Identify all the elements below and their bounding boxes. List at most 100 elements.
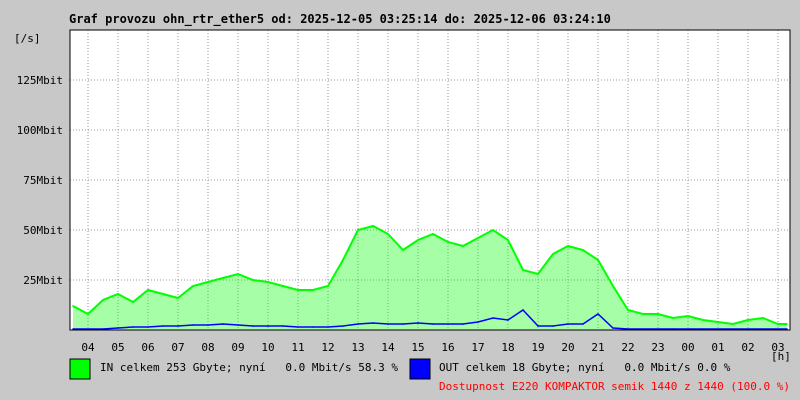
in-data-point [432,233,434,235]
grid-lines [70,30,790,330]
in-data-point [192,285,194,287]
out-data-point [672,328,674,330]
out-data-point [72,328,74,330]
out-data-point [342,325,344,327]
in-data-point [267,281,269,283]
out-data-point [702,328,704,330]
in-data-point [132,301,134,303]
plot-border [69,29,791,331]
x-tick-label: 08 [201,341,214,354]
x-tick-label: 10 [261,341,274,354]
out-data-point [687,328,689,330]
in-data-point [552,253,554,255]
out-data-point [387,323,389,325]
out-data-point [417,322,419,324]
in-data-point [747,319,749,321]
out-data-point [552,325,554,327]
in-data-point [582,249,584,251]
out-data-point [567,323,569,325]
in-data-point [717,321,719,323]
out-data-point [762,328,764,330]
in-data-point [252,279,254,281]
out-data-point [132,326,134,328]
in-data-point [657,313,659,315]
x-tick-label: 04 [81,341,95,354]
in-data-point [627,309,629,311]
in-data-point [672,317,674,319]
out-data-point [312,326,314,328]
out-data-point [732,328,734,330]
in-data-point [162,293,164,295]
in-data-point [507,239,509,241]
out-data-point [612,327,614,329]
out-data-point [252,325,254,327]
out-data-point [522,309,524,311]
x-tick-label: 19 [531,341,544,354]
out-data-point [462,323,464,325]
x-tick-label: 06 [141,341,154,354]
out-data-point [87,328,89,330]
out-data-point [627,328,629,330]
y-tick-label: 75Mbit [23,174,63,187]
in-data-point [147,289,149,291]
out-data-point [642,328,644,330]
out-data-point [117,327,119,329]
out-data-point [237,324,239,326]
out-data-point [102,328,104,330]
in-legend-swatch [69,358,91,380]
in-data-point [372,225,374,227]
x-tick-label: 16 [441,341,454,354]
in-data-point [612,285,614,287]
in-data-point [222,277,224,279]
out-data-point [267,325,269,327]
in-data-point [87,313,89,315]
x-tick-label: 18 [501,341,514,354]
x-tick-label: 05 [111,341,124,354]
in-data-point [282,285,284,287]
y-tick-label: 50Mbit [23,224,63,237]
in-legend-text: IN celkem 253 Gbyte; nyní 0.0 Mbit/s 58.… [100,361,398,374]
in-data-point [567,245,569,247]
x-tick-label: 02 [741,341,754,354]
in-data-point [102,299,104,301]
x-axis-unit-label: [h] [771,350,791,363]
in-data-point [237,273,239,275]
in-data-point [297,289,299,291]
in-data-point [417,239,419,241]
x-tick-label: 15 [411,341,424,354]
in-data-point [402,249,404,251]
out-data-point [717,328,719,330]
in-data-point [687,315,689,317]
out-data-point [207,324,209,326]
out-data-point [582,323,584,325]
y-axis-unit-label: [/s] [14,32,41,45]
in-data-point [177,297,179,299]
out-data-point [657,328,659,330]
x-tick-label: 22 [621,341,634,354]
x-tick-label: 03 [771,341,784,354]
x-tick-labels: 04 05 06 07 08 09 10 11 12 13 14 15 16 17 18 19 20 21 22 23… [81,341,784,354]
out-data-point [357,323,359,325]
out-data-point [162,325,164,327]
out-data-point [777,328,779,330]
x-tick-label: 21 [591,341,604,354]
y-tick-label: 100Mbit [17,124,63,137]
in-data-point [732,323,734,325]
in-data-point [117,293,119,295]
out-legend-text: OUT celkem 18 Gbyte; nyní 0.0 Mbit/s 0.0… [439,361,731,374]
out-data-point [372,322,374,324]
out-data-point [507,319,509,321]
out-data-point [477,321,479,323]
out-data-point [597,313,599,315]
x-tick-label: 11 [291,341,304,354]
y-tick-label: 25Mbit [23,274,63,287]
in-data-point [342,259,344,261]
y-tick-labels: 25Mbit 50Mbit 75Mbit 100Mbit 125Mbit [17,74,63,287]
out-data-point [297,326,299,328]
out-data-point [222,323,224,325]
x-tick-label: 07 [171,341,184,354]
in-data-point [312,289,314,291]
in-data-point [477,237,479,239]
in-data-point [642,313,644,315]
